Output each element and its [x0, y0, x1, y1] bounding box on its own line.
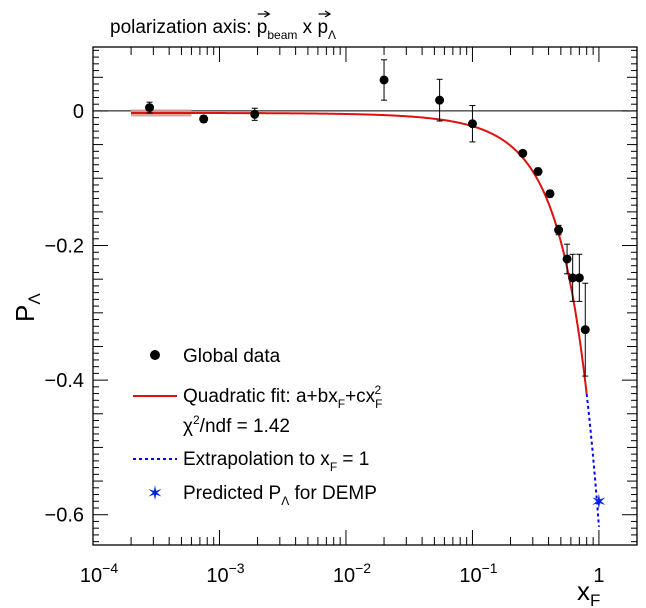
fit-curve — [131, 111, 588, 395]
predicted-star: ✶ — [591, 489, 608, 513]
extrapolation-curve — [585, 393, 600, 527]
legend: Global data Quadratic fit: a+bxF+cxF2 χ2… — [133, 346, 383, 508]
data-point — [568, 273, 578, 283]
fit-line — [131, 111, 588, 395]
x-tick-label: 10−1 — [459, 560, 497, 587]
legend-label-predicted: Predicted PΛ for DEMP — [183, 483, 377, 508]
legend-label-extrapolation: Extrapolation to xF = 1 — [183, 449, 369, 474]
x-tick-label: 10−3 — [206, 560, 244, 587]
plot-area: ✶ — [92, 46, 638, 546]
x-tick-label: 10−2 — [333, 560, 371, 587]
data-point — [574, 273, 584, 283]
extrapolation-line — [585, 393, 600, 527]
vector-arrow-head — [264, 10, 271, 18]
y-tick-label: −0.6 — [45, 505, 84, 527]
data-point — [467, 119, 477, 129]
legend-marker-global-data — [150, 350, 160, 360]
y-tick-label: −0.2 — [45, 236, 84, 258]
data-point — [250, 109, 260, 119]
data-points — [145, 59, 590, 377]
data-point — [199, 114, 209, 124]
y-axis-label: PΛ — [10, 293, 44, 322]
data-point — [580, 325, 590, 335]
x-axis-label: xF — [577, 576, 600, 608]
data-point — [435, 95, 445, 105]
plot-frame — [92, 46, 638, 546]
data-point — [518, 148, 528, 158]
legend-label-global-data: Global data — [183, 346, 281, 367]
vector-arrow-head — [324, 10, 332, 18]
x-tick-labels: 10−4 10−3 10−2 10−1 1 — [80, 560, 605, 587]
data-point — [554, 225, 564, 235]
data-point — [145, 103, 155, 113]
data-point — [379, 75, 389, 85]
legend-label-chi2: χ2/ndf = 1.42 — [183, 413, 290, 437]
x-tick-label: 1 — [593, 565, 604, 587]
y-tick-label: −0.4 — [45, 370, 84, 392]
legend-label-fit: Quadratic fit: a+bxF+cxF2 — [183, 383, 383, 411]
predicted-marker: ✶ — [591, 489, 608, 513]
x-tick-label: 10−4 — [80, 560, 118, 587]
data-point — [545, 189, 555, 199]
y-tick-labels: 0 −0.2 −0.4 −0.6 — [45, 101, 84, 527]
data-point — [533, 167, 543, 176]
legend-marker-predicted: ✶ — [147, 481, 164, 505]
chart-title: polarization axis: pbeam x pΛ — [110, 17, 336, 42]
x-axis-ticks — [92, 47, 638, 545]
data-point — [562, 254, 572, 264]
title-vector-arrows — [257, 10, 332, 18]
y-axis-ticks — [93, 49, 637, 543]
y-tick-label: 0 — [73, 101, 84, 123]
